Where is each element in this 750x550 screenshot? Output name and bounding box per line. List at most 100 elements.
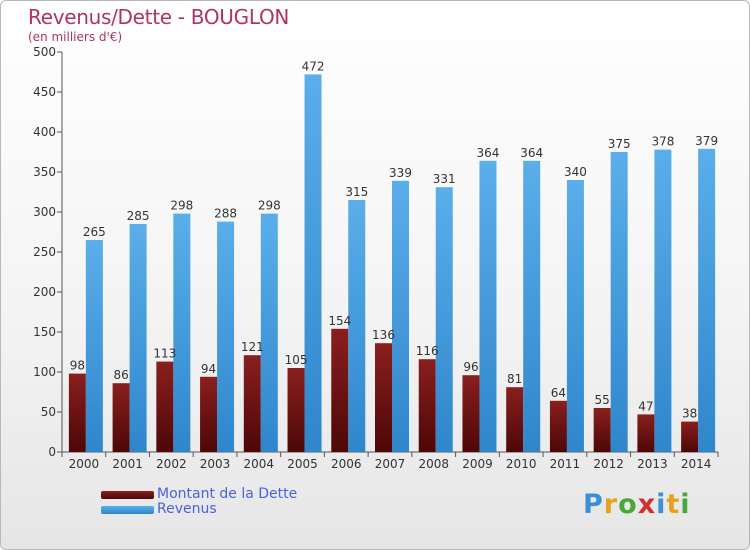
x-tick-label: 2008: [418, 457, 449, 471]
x-tick-label: 2006: [331, 457, 362, 471]
data-label: 364: [520, 146, 543, 160]
x-tick-label: 2000: [69, 457, 100, 471]
y-tick-label: 100: [33, 365, 56, 379]
data-label: 331: [433, 172, 456, 186]
data-label: 94: [201, 362, 216, 376]
data-label: 81: [507, 372, 522, 386]
logo-letter: P: [583, 489, 604, 520]
data-label: 378: [651, 135, 674, 149]
data-label: 86: [113, 368, 128, 382]
y-tick-label: 200: [33, 285, 56, 299]
y-tick-label: 150: [33, 325, 56, 339]
logo-letter: i: [680, 489, 691, 520]
data-label: 265: [83, 225, 106, 239]
data-label: 154: [328, 314, 351, 328]
x-tick-label: 2009: [462, 457, 493, 471]
logo-letter: o: [618, 489, 638, 520]
bar-dette: [243, 355, 261, 452]
bar-revenus: [435, 187, 453, 452]
data-label: 55: [595, 393, 610, 407]
bar-revenus: [479, 160, 497, 453]
x-tick-label: 2005: [287, 457, 318, 471]
chart-title: Revenus/Dette - BOUGLON: [28, 5, 290, 29]
data-label: 64: [551, 386, 566, 400]
bar-revenus: [654, 149, 672, 452]
data-label: 288: [214, 207, 237, 221]
data-label: 364: [477, 146, 500, 160]
x-tick-label: 2010: [506, 457, 537, 471]
y-tick-label: 350: [33, 165, 56, 179]
x-tick-label: 2013: [637, 457, 668, 471]
data-label: 340: [564, 165, 587, 179]
data-label: 285: [127, 209, 150, 223]
y-tick-label: 50: [41, 405, 56, 419]
bar-revenus: [392, 180, 409, 453]
y-tick-label: 450: [33, 85, 56, 99]
bar-revenus: [610, 152, 628, 452]
y-tick-label: 300: [33, 205, 56, 219]
data-label: 379: [695, 134, 718, 148]
x-tick-label: 2003: [200, 457, 231, 471]
x-tick-label: 2011: [550, 457, 581, 471]
data-label: 105: [285, 353, 308, 367]
logo-letter: t: [666, 489, 681, 520]
x-tick-label: 2001: [112, 457, 143, 471]
bar-dette: [462, 375, 480, 452]
bar-dette: [287, 368, 305, 452]
x-tick-label: 2007: [375, 457, 406, 471]
bar-dette: [68, 373, 86, 452]
legend-swatch-revenus: [101, 506, 154, 514]
data-label: 136: [372, 328, 395, 342]
bar-revenus: [129, 224, 147, 452]
bar-revenus: [85, 240, 103, 452]
logo-letter: i: [656, 489, 667, 520]
bar-revenus: [523, 160, 541, 453]
chart-subtitle: (en milliers d'€): [28, 30, 123, 44]
data-label: 375: [608, 137, 631, 151]
logo-letter: x: [637, 489, 657, 520]
bar-revenus: [698, 148, 716, 453]
y-tick-label: 400: [33, 125, 56, 139]
bar-revenus: [217, 221, 235, 452]
data-label: 113: [153, 347, 176, 361]
bar-revenus: [304, 74, 322, 453]
bar-dette: [681, 421, 699, 452]
y-tick-label: 500: [33, 45, 56, 59]
bar-revenus: [173, 213, 191, 452]
legend-label-debt: Montant de la Dette: [157, 486, 298, 502]
bar-revenus: [566, 180, 584, 452]
bar-dette: [156, 361, 174, 452]
data-label: 315: [345, 185, 368, 199]
legend-swatch-debt: [101, 491, 154, 499]
x-tick-label: 2004: [244, 457, 275, 471]
bar-dette: [637, 414, 655, 452]
bar-dette: [418, 359, 436, 452]
data-label: 298: [170, 199, 193, 213]
data-label: 47: [638, 399, 653, 413]
data-label: 98: [70, 359, 85, 373]
bar-dette: [593, 408, 611, 452]
y-tick-label: 0: [48, 445, 56, 459]
bar-revenus: [260, 213, 278, 452]
x-tick-label: 2002: [156, 457, 187, 471]
y-tick-label: 250: [33, 245, 56, 259]
data-label: 116: [416, 344, 439, 358]
data-label: 298: [258, 199, 281, 213]
x-tick-label: 2012: [593, 457, 624, 471]
bar-dette: [506, 387, 524, 452]
proxiti-logo: Proxiti: [583, 489, 691, 520]
bar-dette: [375, 343, 392, 452]
data-label: 96: [463, 360, 478, 374]
logo-letter: r: [603, 489, 619, 520]
data-label: 339: [389, 166, 412, 180]
bar-dette: [331, 328, 349, 452]
data-label: 38: [682, 407, 697, 421]
bar-revenus: [348, 200, 366, 452]
bar-dette: [112, 383, 130, 452]
bar-dette: [549, 400, 567, 452]
data-label: 121: [241, 340, 264, 354]
legend-label-revenus: Revenus: [157, 501, 217, 517]
bar-dette: [200, 376, 218, 452]
x-tick-label: 2014: [681, 457, 712, 471]
